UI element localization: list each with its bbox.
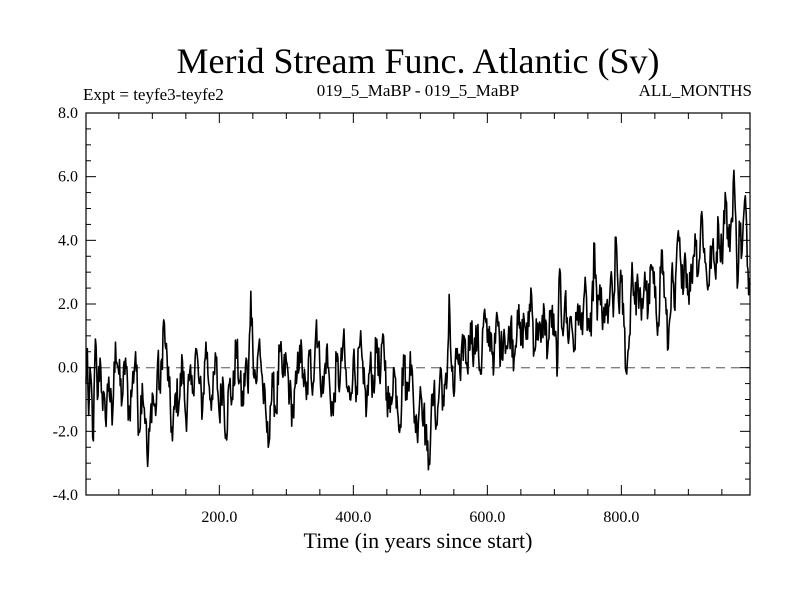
chart-subtitle-right: ALL_MONTHS (639, 81, 752, 100)
series-line (85, 169, 751, 471)
plot-area: 200.0 400.0 600.0 800.0 -4.0 -2.0 0.0 2.0 4.0 6.0… (53, 105, 751, 526)
x-tick-label: 400.0 (335, 509, 371, 526)
y-tick-label: 8.0 (58, 105, 78, 122)
x-tick-label: 800.0 (603, 509, 639, 526)
x-tick-label: 600.0 (469, 509, 505, 526)
x-axis-label: Time (in years since start) (304, 528, 533, 553)
x-tick-label: 200.0 (201, 509, 237, 526)
chart-title: Merid Stream Func. Atlantic (Sv) (177, 41, 660, 81)
chart-subtitle-left: Expt = teyfe3-teyfe2 (83, 85, 224, 104)
y-tick-label: 0.0 (58, 360, 78, 377)
y-tick-label: 2.0 (58, 296, 78, 313)
chart-subtitle-center: 019_5_MaBP - 019_5_MaBP (317, 81, 519, 100)
y-tick-label: -4.0 (53, 487, 78, 504)
y-tick-label: 4.0 (58, 232, 78, 249)
y-tick-label: -2.0 (53, 423, 78, 440)
y-tick-label: 6.0 (58, 169, 78, 186)
